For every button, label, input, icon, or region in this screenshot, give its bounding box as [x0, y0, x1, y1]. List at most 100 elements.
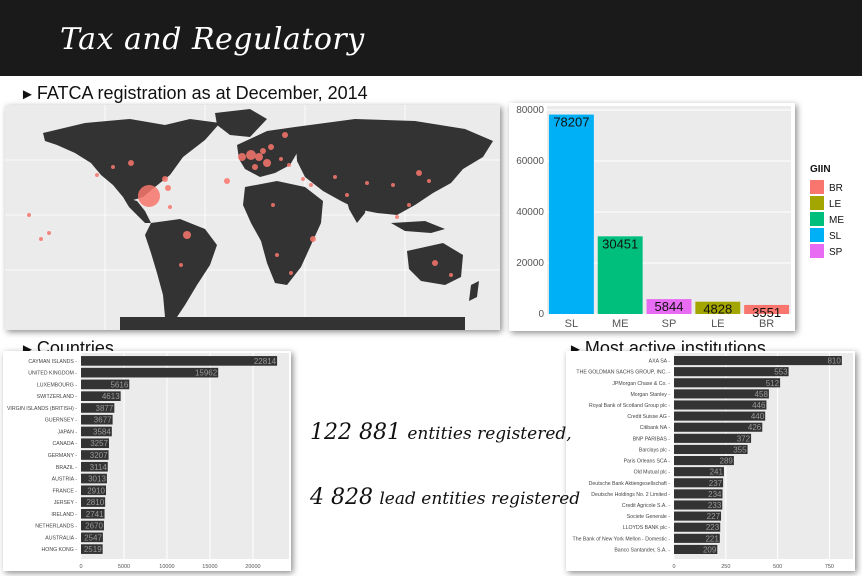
giin-value-label: 30451 [602, 236, 638, 251]
category-label: UNITED KINGDOM - [28, 371, 77, 377]
bar [81, 473, 107, 484]
giin-legend: GIIN BR LE ME SL SP [808, 160, 858, 260]
legend-label: BR [829, 183, 843, 194]
south-america [145, 219, 217, 323]
value-label: 227 [707, 512, 721, 521]
category-label: Banco Santander, S.A. - [614, 547, 670, 553]
value-label: 2910 [87, 486, 105, 495]
giin-xtick-label: SL [565, 318, 578, 330]
category-label: BRAZIL - [56, 465, 77, 471]
bar [81, 403, 115, 413]
indonesia [391, 221, 445, 233]
bar [81, 461, 108, 472]
category-label: JPMorgan Chase & Co. - [612, 381, 670, 387]
value-label: 2519 [84, 545, 102, 554]
bar [81, 532, 103, 543]
xtick-label: 15000 [202, 564, 217, 570]
stat-entities-text: entities registered, [407, 424, 572, 444]
value-label: 22814 [254, 357, 277, 366]
xtick-label: 750 [825, 564, 834, 570]
value-label: 2741 [86, 510, 104, 519]
category-label: JERSEY - [54, 500, 78, 506]
giin-bar-br [744, 304, 790, 314]
giin-ytick-label: 20000 [516, 258, 544, 269]
xtick-label: 250 [721, 564, 730, 570]
bar [674, 433, 752, 443]
category-label: AXA SA - [649, 359, 671, 365]
countries-chart: 0 5000 10000 15000 20000 CAYMAN ISLANDS - 228… [7, 353, 289, 570]
legend-label: SL [829, 231, 842, 242]
value-label: 426 [748, 423, 762, 432]
india [345, 193, 367, 223]
value-label: 221 [705, 534, 719, 543]
value-label: 15962 [195, 369, 218, 378]
legend-swatch [810, 196, 824, 210]
legend-label: LE [829, 199, 842, 210]
bar [81, 367, 219, 378]
bar [674, 511, 722, 521]
category-label: Royal Bank of Scotland Group plc - [589, 403, 670, 409]
bar [81, 426, 112, 437]
xtick-label: 20000 [245, 564, 260, 570]
stat-entities-number: 122 881 [310, 420, 401, 445]
value-label: 553 [774, 368, 788, 377]
value-label: 2547 [84, 533, 102, 542]
giin-value-label: 78207 [553, 115, 589, 130]
value-label: 3114 [90, 463, 108, 472]
xtick-label: 5000 [118, 564, 130, 570]
xtick-label: 500 [773, 564, 782, 570]
value-label: 3257 [90, 439, 108, 448]
bar [674, 389, 769, 399]
giin-bar-le [695, 301, 741, 314]
bar [81, 497, 106, 507]
bar [81, 438, 109, 449]
category-label: AUSTRIA - [52, 477, 78, 483]
section-heading: ► FATCA registration as at December, 2014 [20, 83, 368, 104]
value-label: 223 [706, 523, 720, 532]
institutions-chart-panel: 0 250 500 750 AXA SA - 810 THE GOLDMAN SACHS … [566, 351, 855, 571]
stat-lead-text: lead entities registered [379, 489, 581, 509]
central-america [123, 197, 151, 223]
value-label: 446 [752, 401, 766, 410]
bar [81, 414, 113, 425]
category-label: THE GOLDMAN SACHS GROUP, INC. - [576, 370, 670, 376]
stat-line-lead: 4 828 lead entities registered [310, 485, 580, 510]
category-label: Credit Suisse AG - [627, 414, 670, 420]
value-label: 237 [709, 479, 723, 488]
category-label: BNP PARIBAS - [633, 436, 671, 442]
bar [674, 478, 724, 488]
value-label: 234 [708, 490, 722, 499]
category-label: CAYMAN ISLANDS - [28, 359, 77, 365]
bar [674, 533, 720, 543]
title-bar: Tax and Regulatory [0, 0, 862, 76]
category-label: Barclays plc - [639, 447, 670, 453]
value-label: 233 [708, 501, 722, 510]
greenland [215, 109, 267, 137]
xtick-label: 0 [79, 564, 82, 570]
legend-swatch [810, 212, 824, 226]
north-america [43, 119, 220, 201]
bar [81, 450, 109, 460]
value-label: 5616 [110, 380, 128, 389]
institutions-chart: 0 250 500 750 AXA SA - 810 THE GOLDMAN SACHS … [573, 353, 853, 570]
bar [81, 391, 121, 401]
giin-chart: 78207 30451 5844 4828 3551 0 20000 40000 60000 8… [516, 105, 791, 330]
category-label: LLOYDS BANK plc - [623, 525, 671, 531]
arrow-icon: ► [20, 86, 35, 103]
world-map [5, 105, 500, 330]
value-label: 458 [755, 390, 769, 399]
giin-bar-sp [646, 299, 692, 314]
xtick-label: 10000 [159, 564, 174, 570]
legend-swatch [810, 228, 824, 242]
giin-value-label: 4828 [703, 302, 732, 317]
category-label: AUSTRALIA - [45, 535, 77, 541]
category-label: Credit Agricole S.A. - [622, 503, 670, 509]
world-map-panel [5, 105, 500, 330]
value-label: 355 [733, 445, 747, 454]
bar [674, 444, 748, 454]
value-label: 372 [737, 434, 751, 443]
category-label: Paris Orleans SCA - [624, 459, 671, 465]
category-label: LUXEMBOURG - [37, 382, 77, 388]
giin-ytick-label: 0 [538, 309, 544, 320]
stat-line-entities: 122 881 entities registered, [310, 420, 572, 445]
